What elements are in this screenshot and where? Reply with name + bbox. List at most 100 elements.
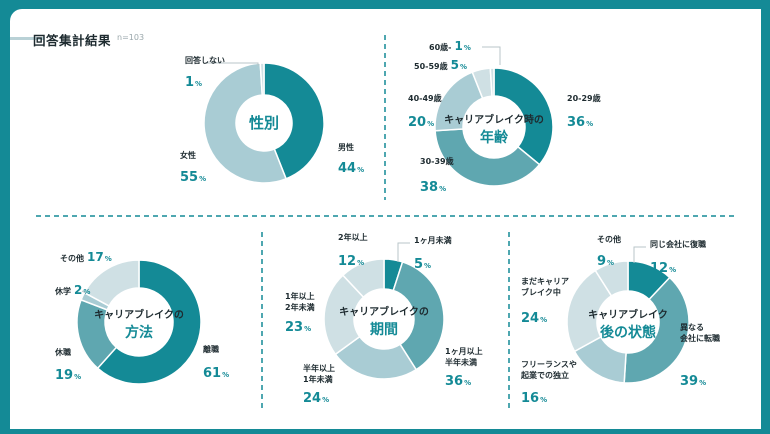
slice-value: 12% bbox=[338, 254, 364, 269]
slice-label: 2年以上 bbox=[338, 232, 368, 242]
slice-label: 回答しない bbox=[185, 55, 225, 65]
slice-value: 44% bbox=[338, 161, 364, 176]
slice-label: 離職 bbox=[203, 344, 219, 354]
slice-unit: % bbox=[304, 325, 311, 333]
slice-label: その他 17% bbox=[60, 250, 112, 264]
slice-value: 55% bbox=[180, 170, 206, 185]
leader-line bbox=[205, 62, 259, 66]
slice-value: 9% bbox=[597, 254, 614, 269]
header-accent-bar bbox=[10, 37, 44, 40]
slice-value: 23% bbox=[285, 320, 311, 335]
slice-value: 36% bbox=[567, 115, 593, 130]
slice-value: 61% bbox=[203, 366, 229, 381]
slice-value: 2 bbox=[74, 283, 82, 297]
slice-label: 半年未満 bbox=[445, 357, 477, 367]
donut-center-title: キャリアブレイクの bbox=[339, 305, 429, 318]
donut-center-subtitle: 年齢 bbox=[480, 129, 509, 146]
slice-unit: % bbox=[586, 120, 593, 128]
leader-line bbox=[397, 242, 410, 262]
slice-unit: % bbox=[357, 259, 364, 267]
donut-slice bbox=[493, 67, 554, 166]
slice-value: 20% bbox=[408, 115, 434, 130]
sample-size-label: n=103 bbox=[117, 33, 145, 42]
slice-label: まだキャリア bbox=[521, 277, 569, 286]
slice-unit: % bbox=[540, 396, 547, 404]
leader-line bbox=[482, 46, 501, 65]
donut-slice bbox=[623, 276, 690, 384]
slice-label: 会社に転職 bbox=[680, 333, 720, 343]
slice-unit: % bbox=[322, 396, 329, 404]
slice-label: 1年未満 bbox=[303, 374, 333, 384]
slice-label: 休職 bbox=[54, 347, 71, 357]
slice-label: 起業での独立 bbox=[520, 370, 569, 380]
slice-unit: % bbox=[105, 255, 112, 263]
slice-label: その他 bbox=[597, 234, 621, 244]
leader-line bbox=[81, 290, 87, 294]
donut-slice bbox=[489, 67, 495, 97]
slice-label: 女性 bbox=[180, 150, 196, 160]
donut-slice bbox=[259, 62, 265, 96]
slice-unit: % bbox=[439, 185, 446, 193]
donut-center-subtitle: 方法 bbox=[125, 324, 153, 341]
slice-unit: % bbox=[83, 288, 90, 296]
slice-unit: % bbox=[222, 371, 229, 379]
slice-value: 36% bbox=[445, 374, 471, 389]
slice-label: 2年未満 bbox=[285, 302, 315, 312]
slice-label: 1ヶ月以上 bbox=[445, 346, 483, 356]
slice-unit: % bbox=[424, 262, 431, 270]
slice-value: 12% bbox=[650, 261, 676, 276]
donut-center-title: キャリアブレイク bbox=[588, 308, 668, 321]
slice-unit: % bbox=[464, 44, 471, 52]
slice-label: 30-39歳 bbox=[420, 156, 454, 166]
slice-label: 同じ会社に復職 bbox=[650, 239, 706, 249]
slice-label: 1年以上 bbox=[285, 291, 315, 301]
slice-value: 19% bbox=[55, 368, 81, 383]
slice-unit: % bbox=[464, 379, 471, 387]
slice-unit: % bbox=[357, 166, 364, 174]
donut-slice bbox=[434, 128, 541, 187]
slice-value: 38% bbox=[420, 180, 446, 195]
slice-label: 男性 bbox=[338, 142, 354, 152]
slice-unit: % bbox=[699, 379, 706, 387]
donut-slice bbox=[341, 258, 385, 299]
slice-value: 1% bbox=[185, 75, 202, 90]
slice-value: 5% bbox=[414, 257, 431, 272]
slice-label: フリーランスや bbox=[521, 359, 577, 369]
slice-value: 16% bbox=[521, 391, 547, 406]
donut-slice bbox=[392, 260, 445, 371]
slice-value: 5 bbox=[451, 58, 459, 72]
slice-value: 1 bbox=[454, 39, 462, 53]
slice-value: 39% bbox=[680, 374, 706, 389]
slice-unit: % bbox=[607, 259, 614, 267]
page-title: 回答集計結果 bbox=[33, 33, 112, 48]
donut-center-title: キャリアブレイク時の bbox=[444, 113, 544, 126]
slice-label: 50-59歳 5% bbox=[414, 58, 467, 72]
slice-label: 1ヶ月未満 bbox=[414, 235, 452, 245]
slice-label: 半年以上 bbox=[303, 363, 335, 373]
donut-slice bbox=[594, 260, 629, 297]
slice-value: 24% bbox=[303, 391, 329, 406]
slice-unit: % bbox=[195, 80, 202, 88]
slice-label: 休学 2% bbox=[54, 283, 90, 297]
slice-unit: % bbox=[669, 266, 676, 274]
slice-unit: % bbox=[460, 63, 467, 71]
donut-slice bbox=[263, 62, 325, 180]
donut-center-subtitle: 後の状態 bbox=[600, 324, 656, 341]
slice-label: 60歳- 1% bbox=[429, 39, 471, 53]
donut-center-title: 性別 bbox=[249, 114, 279, 132]
slice-unit: % bbox=[199, 175, 206, 183]
donut-slice bbox=[334, 335, 418, 380]
donut-slice bbox=[96, 259, 202, 385]
donut-center-subtitle: 期間 bbox=[370, 322, 398, 338]
slice-unit: % bbox=[74, 373, 81, 381]
leader-line bbox=[633, 246, 646, 263]
slice-label: 20-29歳 bbox=[567, 93, 601, 103]
slice-unit: % bbox=[427, 120, 434, 128]
slice-label: 異なる bbox=[680, 322, 704, 332]
slice-value: 17 bbox=[87, 250, 104, 264]
